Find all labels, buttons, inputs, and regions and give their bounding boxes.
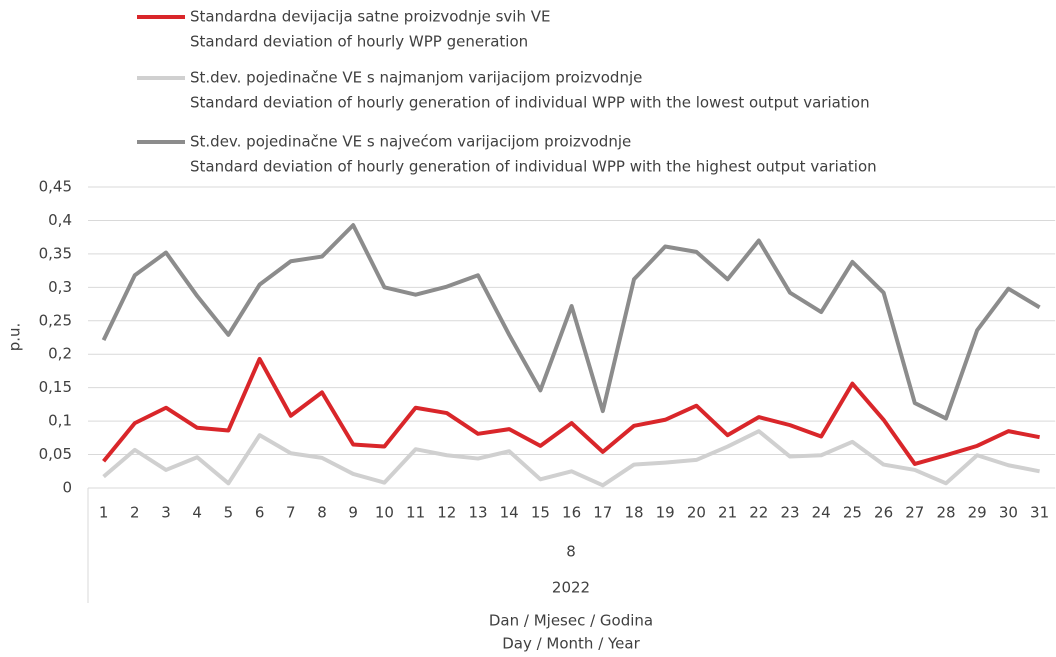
series-line bbox=[102, 429, 1040, 488]
x-tick-label: 15 bbox=[531, 504, 550, 522]
x-tick-label: 27 bbox=[905, 504, 924, 522]
x-tick-label: 13 bbox=[468, 504, 487, 522]
y-tick-label: 0,25 bbox=[39, 311, 72, 329]
x-tick-label: 11 bbox=[406, 504, 425, 522]
x-tick-label: 26 bbox=[874, 504, 893, 522]
x-tick-label: 28 bbox=[936, 504, 955, 522]
x-tick-label: 1 bbox=[99, 504, 109, 522]
y-tick-label: 0,2 bbox=[48, 345, 72, 363]
legend-label: St.dev. pojedinačne VE s najvećom varija… bbox=[190, 133, 631, 151]
y-tick-label: 0,3 bbox=[48, 278, 72, 296]
legend-label: Standard deviation of hourly generation … bbox=[190, 158, 877, 176]
x-tick-label: 16 bbox=[562, 504, 581, 522]
x-tick-label: 19 bbox=[656, 504, 675, 522]
y-tick-label: 0,05 bbox=[39, 445, 72, 463]
series-line bbox=[101, 223, 1041, 421]
x-tick-label: 23 bbox=[780, 504, 799, 522]
x-tick-label: 6 bbox=[255, 504, 265, 522]
x-tick-label: 24 bbox=[812, 504, 831, 522]
x-tick-label: 10 bbox=[375, 504, 394, 522]
x-tick-label: 21 bbox=[718, 504, 737, 522]
x-tick-label: 20 bbox=[687, 504, 706, 522]
year-label: 2022 bbox=[552, 579, 590, 597]
y-tick-label: 0,35 bbox=[39, 244, 72, 262]
x-tick-label: 9 bbox=[348, 504, 358, 522]
x-tick-label: 5 bbox=[224, 504, 234, 522]
x-axis-label: Day / Month / Year bbox=[502, 635, 640, 653]
legend-label: Standardna devijacija satne proizvodnje … bbox=[190, 8, 551, 26]
y-tick-label: 0 bbox=[62, 479, 72, 497]
y-tick-label: 0,4 bbox=[48, 211, 72, 229]
x-tick-label: 14 bbox=[500, 504, 519, 522]
y-tick-label: 0,1 bbox=[48, 412, 72, 430]
y-axis-label: p.u. bbox=[6, 323, 24, 352]
x-axis-label: Dan / Mjesec / Godina bbox=[489, 612, 653, 630]
x-tick-label: 30 bbox=[999, 504, 1018, 522]
legend-label: St.dev. pojedinačne VE s najmanjom varij… bbox=[190, 69, 642, 87]
x-tick-label: 3 bbox=[161, 504, 171, 522]
x-tick-label: 29 bbox=[968, 504, 987, 522]
x-tick-label: 12 bbox=[437, 504, 456, 522]
x-tick-label: 22 bbox=[749, 504, 768, 522]
month-label: 8 bbox=[566, 543, 576, 561]
series-line bbox=[102, 356, 1040, 466]
legend-label: Standard deviation of hourly generation … bbox=[190, 94, 870, 112]
x-tick-label: 31 bbox=[1030, 504, 1049, 522]
x-tick-label: 7 bbox=[286, 504, 296, 522]
y-tick-label: 0,45 bbox=[39, 178, 72, 196]
x-tick-label: 2 bbox=[130, 504, 140, 522]
x-tick-label: 17 bbox=[593, 504, 612, 522]
x-tick-label: 8 bbox=[317, 504, 327, 522]
y-tick-label: 0,15 bbox=[39, 378, 72, 396]
x-tick-label: 18 bbox=[624, 504, 643, 522]
legend-label: Standard deviation of hourly WPP generat… bbox=[190, 33, 528, 51]
x-tick-label: 25 bbox=[843, 504, 862, 522]
x-tick-label: 4 bbox=[192, 504, 202, 522]
